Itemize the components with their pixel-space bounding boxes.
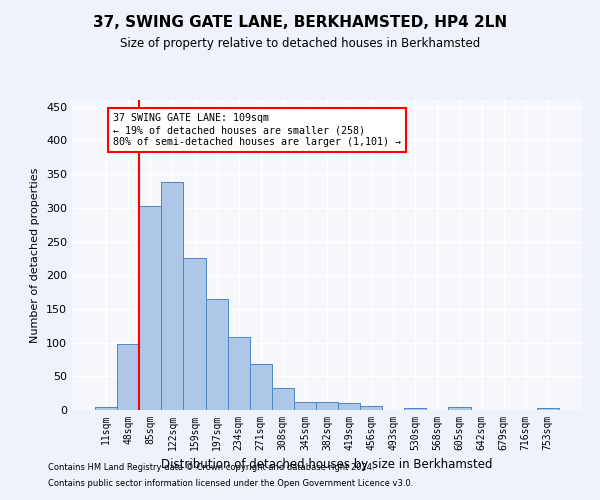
- Bar: [272, 388, 294, 410]
- Bar: [250, 364, 272, 410]
- Bar: [338, 404, 360, 410]
- Bar: [139, 206, 161, 410]
- Bar: [537, 408, 559, 410]
- Text: 37, SWING GATE LANE, BERKHAMSTED, HP4 2LN: 37, SWING GATE LANE, BERKHAMSTED, HP4 2L…: [93, 15, 507, 30]
- Text: Size of property relative to detached houses in Berkhamsted: Size of property relative to detached ho…: [120, 38, 480, 51]
- Bar: [117, 344, 139, 410]
- Y-axis label: Number of detached properties: Number of detached properties: [31, 168, 40, 342]
- Text: Contains public sector information licensed under the Open Government Licence v3: Contains public sector information licen…: [48, 478, 413, 488]
- Bar: [206, 299, 227, 410]
- Bar: [448, 408, 470, 410]
- Bar: [95, 406, 117, 410]
- Text: 37 SWING GATE LANE: 109sqm
← 19% of detached houses are smaller (258)
80% of sem: 37 SWING GATE LANE: 109sqm ← 19% of deta…: [113, 114, 401, 146]
- Bar: [404, 408, 427, 410]
- Bar: [161, 182, 184, 410]
- Bar: [227, 337, 250, 410]
- Bar: [184, 258, 206, 410]
- X-axis label: Distribution of detached houses by size in Berkhamsted: Distribution of detached houses by size …: [161, 458, 493, 471]
- Text: Contains HM Land Registry data © Crown copyright and database right 2024.: Contains HM Land Registry data © Crown c…: [48, 464, 374, 472]
- Bar: [316, 402, 338, 410]
- Bar: [294, 402, 316, 410]
- Bar: [360, 406, 382, 410]
